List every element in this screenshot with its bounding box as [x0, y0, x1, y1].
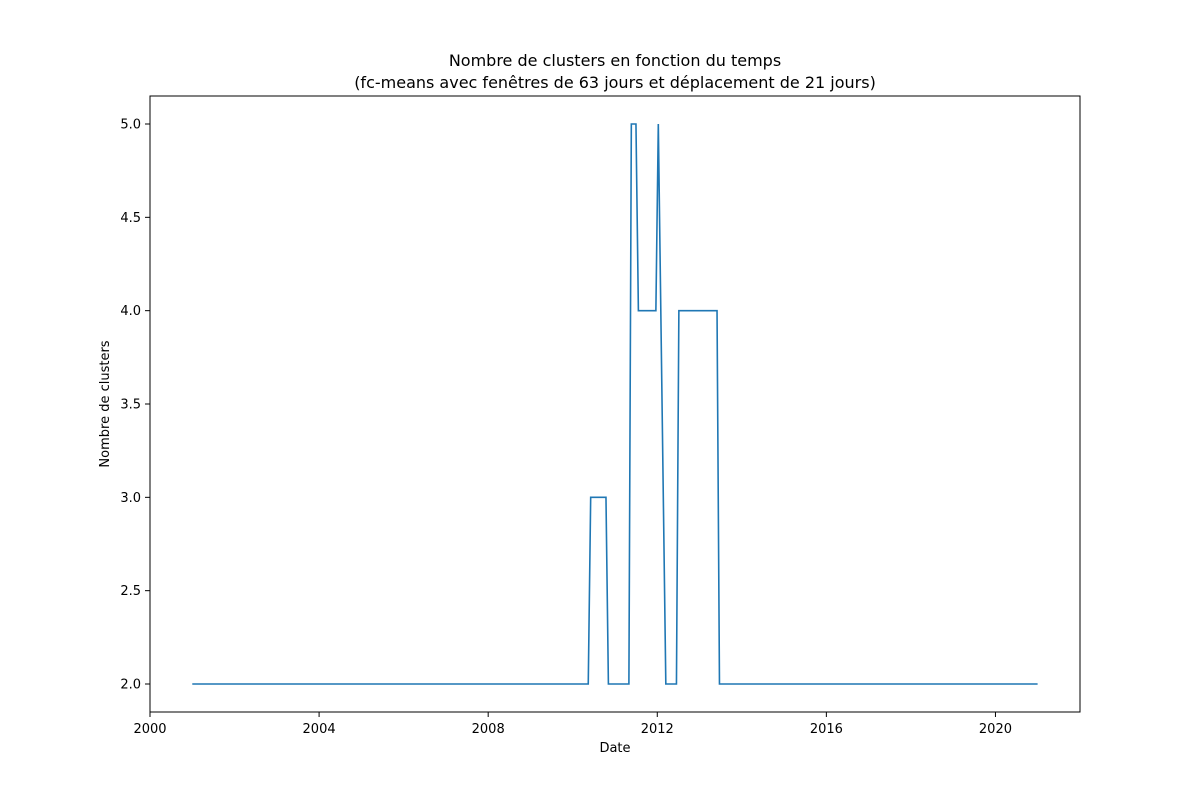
- chart-title: Nombre de clusters en fonction du temps: [449, 51, 781, 70]
- chart-subtitle: (fc-means avec fenêtres de 63 jours et d…: [354, 73, 876, 92]
- series-line: [192, 123, 1038, 685]
- y-tick-label: 3.5: [120, 398, 141, 413]
- y-axis-label: Nombre de clusters: [98, 340, 113, 467]
- x-axis-label: Date: [599, 741, 630, 756]
- y-tick-label: 4.0: [120, 304, 141, 319]
- x-tick-label: 2012: [641, 722, 674, 737]
- y-tick-label: 2.0: [120, 678, 141, 693]
- plot-frame: [149, 95, 1081, 713]
- y-tick-label: 4.5: [120, 211, 141, 226]
- x-tick-label: 2016: [810, 722, 843, 737]
- x-tick-label: 2008: [472, 722, 505, 737]
- y-tick-label: 2.5: [120, 584, 141, 599]
- x-tick-label: 2020: [979, 722, 1012, 737]
- x-tick-label: 2004: [303, 722, 336, 737]
- x-tick-label: 2000: [133, 722, 166, 737]
- y-tick-label: 5.0: [120, 118, 141, 133]
- y-tick-label: 3.0: [120, 491, 141, 506]
